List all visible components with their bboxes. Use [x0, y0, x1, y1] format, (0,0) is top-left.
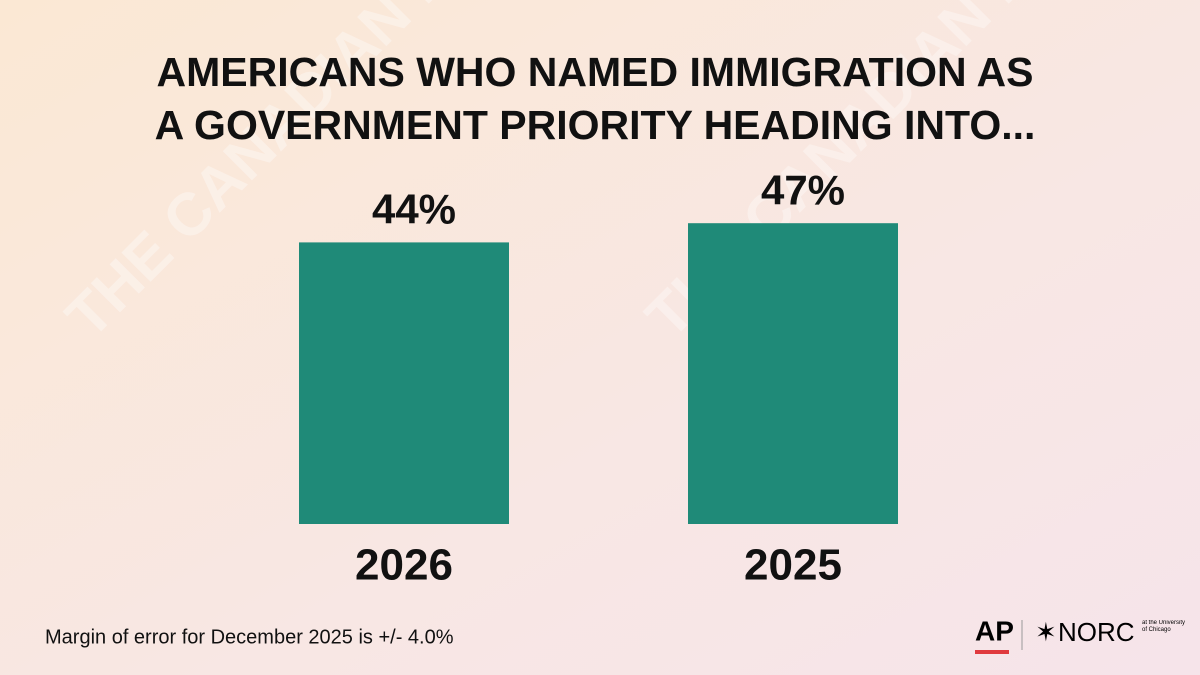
logos: AP ✶ NORC at the University of Chicago — [975, 615, 1186, 654]
bar — [299, 242, 509, 524]
x-tick-label: 2025 — [744, 541, 842, 590]
value-label: 44% — [372, 185, 456, 232]
value-label: 47% — [761, 166, 845, 213]
footnote: Margin of error for December 2025 is +/-… — [45, 626, 454, 648]
chart-title: A GOVERNMENT PRIORITY HEADING INTO... — [155, 102, 1036, 148]
chart-title: AMERICANS WHO NAMED IMMIGRATION AS — [157, 49, 1034, 95]
ap-underline — [975, 650, 1009, 654]
norc-sub: at the University of Chicago — [1142, 620, 1186, 633]
x-tick-label: 2026 — [355, 541, 453, 590]
bar — [688, 223, 898, 524]
ap-logo: AP — [975, 615, 1014, 646]
norc-star: ✶ — [1035, 617, 1057, 647]
norc-sub-text: at the University of Chicago — [1142, 620, 1186, 633]
norc-logo: NORC — [1058, 617, 1135, 647]
